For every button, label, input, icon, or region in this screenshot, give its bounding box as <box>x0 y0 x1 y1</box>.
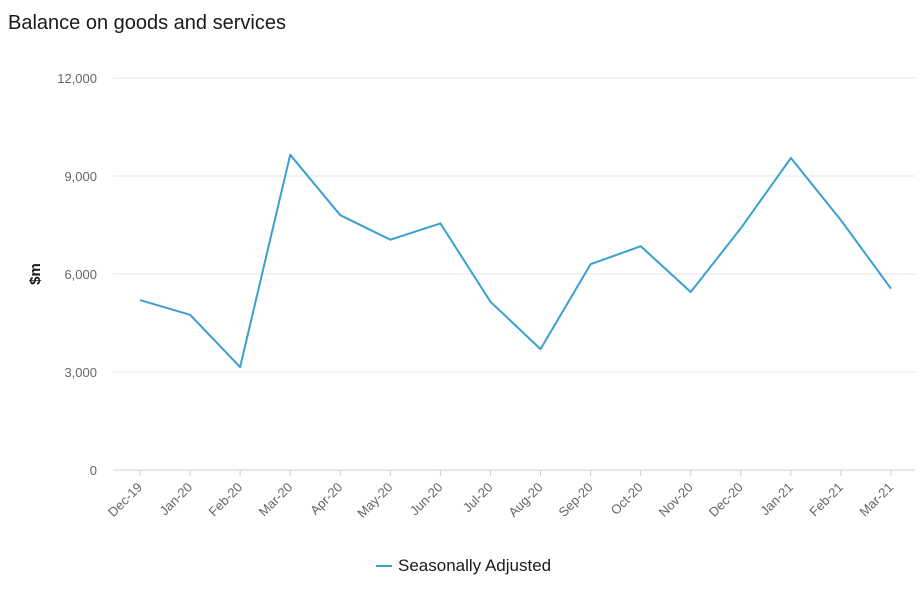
x-tick-label: Jun-20 <box>407 480 446 519</box>
x-tick-label: Feb-21 <box>806 480 846 520</box>
data-point[interactable] <box>638 243 644 249</box>
data-point[interactable] <box>337 212 343 218</box>
data-point[interactable] <box>738 225 744 231</box>
data-point[interactable] <box>287 152 293 158</box>
x-tick-label: Jul-20 <box>460 480 496 516</box>
x-tick-label: Feb-20 <box>206 480 246 520</box>
data-point[interactable] <box>137 297 143 303</box>
x-tick-label: Dec-19 <box>105 480 145 520</box>
y-tick-label: 0 <box>90 463 97 478</box>
data-point[interactable] <box>237 364 243 370</box>
chart-title: Balance on goods and services <box>8 12 286 34</box>
data-point[interactable] <box>788 155 794 161</box>
legend-swatch <box>376 565 392 567</box>
x-tick-label: Mar-20 <box>256 480 296 520</box>
data-point[interactable] <box>187 312 193 318</box>
data-point[interactable] <box>487 299 493 305</box>
series-lines <box>137 152 894 370</box>
x-tick-label: Dec-20 <box>706 480 746 520</box>
series-line-seasonally-adjusted[interactable] <box>139 153 892 369</box>
grid-lines <box>113 77 915 373</box>
legend-label: Seasonally Adjusted <box>398 556 552 575</box>
x-tick-label: Apr-20 <box>307 480 345 518</box>
x-tick-label: May-20 <box>354 480 395 521</box>
x-tick-label: Sep-20 <box>555 480 595 520</box>
data-point[interactable] <box>538 346 544 352</box>
data-point[interactable] <box>838 217 844 223</box>
data-point[interactable] <box>387 237 393 243</box>
x-tick-label: Nov-20 <box>656 480 696 520</box>
legend-item-seasonally-adjusted[interactable]: Seasonally Adjusted <box>376 556 551 576</box>
y-tick-label: 12,000 <box>57 71 97 86</box>
data-point[interactable] <box>437 220 443 226</box>
x-tick-label: Mar-21 <box>856 480 896 520</box>
y-axis-label: $m <box>27 263 44 285</box>
y-tick-label: 3,000 <box>64 365 97 380</box>
x-axis-ticks: Dec-19 Jan-20 Feb-20 Mar-20 Apr-20 May-20 Jun-… <box>105 470 896 521</box>
x-tick-label: Jan-20 <box>156 480 195 519</box>
x-tick-label: Jan-21 <box>757 480 796 519</box>
data-point[interactable] <box>888 286 894 292</box>
x-tick-label: Oct-20 <box>608 480 646 518</box>
data-point[interactable] <box>588 261 594 267</box>
x-tick-label: Aug-20 <box>505 480 545 520</box>
y-axis-ticks: 0 3,000 6,000 9,000 12,000 <box>57 71 97 478</box>
y-tick-label: 6,000 <box>64 267 97 282</box>
y-tick-label: 9,000 <box>64 169 97 184</box>
data-point[interactable] <box>688 289 694 295</box>
